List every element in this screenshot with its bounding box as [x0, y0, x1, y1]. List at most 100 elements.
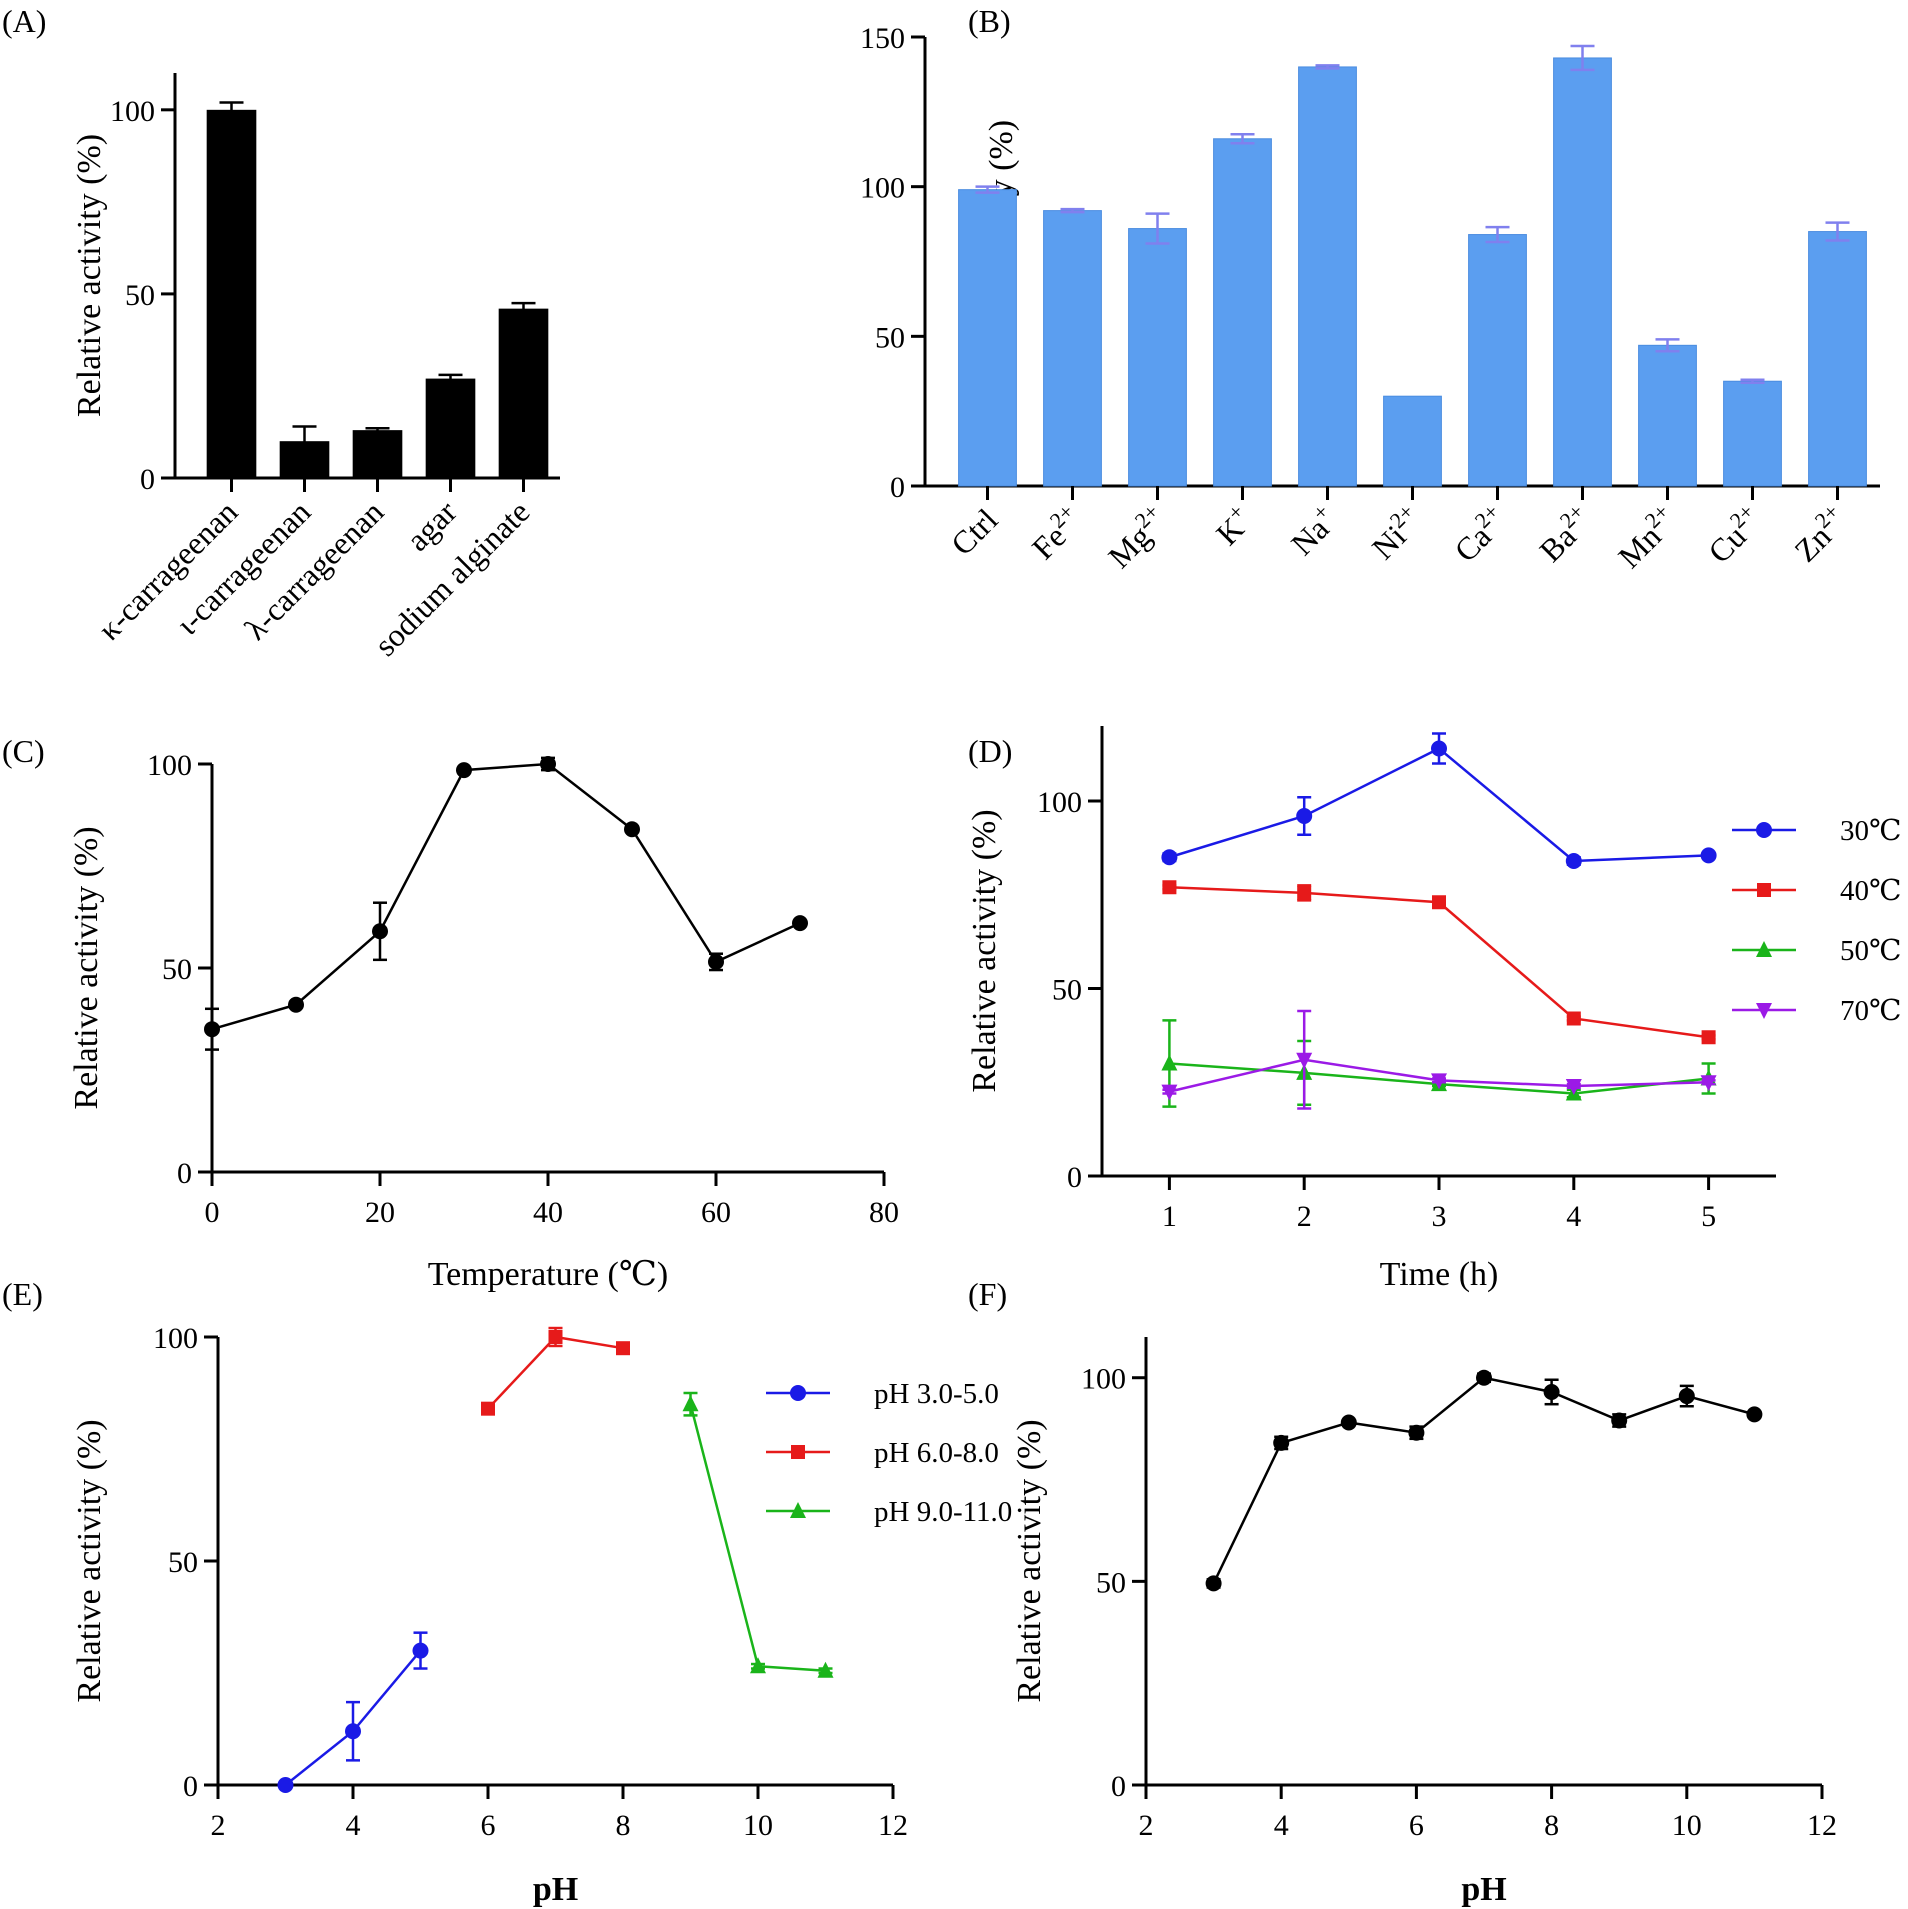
- x-tick-label: 3: [1432, 1200, 1447, 1233]
- data-point: [616, 1341, 630, 1356]
- x-tick-label: 12: [1807, 1809, 1837, 1842]
- x-axis-label: Time (h): [1380, 1256, 1499, 1293]
- legend-marker: [790, 1502, 806, 1518]
- series-line: [1212, 1376, 1755, 1584]
- data-point: [1205, 1575, 1222, 1592]
- x-tick-label: 2: [1139, 1809, 1154, 1842]
- data-point: [1273, 1434, 1290, 1451]
- x-tick-label: 4: [1566, 1200, 1581, 1233]
- bar: [1298, 66, 1357, 487]
- data-point: [1700, 1075, 1717, 1092]
- series-4: [1161, 1009, 1717, 1110]
- series-line: [211, 762, 801, 1031]
- x-tick-label: 4: [1274, 1809, 1289, 1842]
- y-tick-label: 50: [162, 953, 192, 986]
- legend: 30℃ 40℃ 50℃ 70℃: [1732, 815, 1901, 1027]
- data-point: [708, 953, 724, 970]
- y-tick-label: 150: [860, 22, 905, 55]
- chart-panel-5: (E) 0 50 100 Relative activity (%) 2 4 6 8 10 12 pH…: [2, 1276, 1012, 1908]
- x-tick-label: 2: [211, 1809, 226, 1842]
- series-1: [204, 756, 808, 1051]
- legend-marker: [1756, 941, 1772, 957]
- series-2: [1162, 880, 1716, 1045]
- bar: [206, 109, 257, 479]
- y-tick-label: 0: [183, 1770, 198, 1803]
- panel-label: (C): [2, 733, 45, 769]
- series-1: [1161, 732, 1717, 869]
- data-point: [1340, 1414, 1357, 1431]
- y-tick-label: 50: [168, 1546, 198, 1579]
- data-point: [1161, 1084, 1178, 1101]
- data-point: [345, 1723, 361, 1740]
- legend: pH 3.0-5.0 pH 6.0-8.0 pH 9.0-11.0: [766, 1378, 1012, 1528]
- data-point: [456, 762, 472, 779]
- x-tick-label: 5: [1701, 1200, 1716, 1233]
- x-tick-label: 8: [616, 1809, 631, 1842]
- series-line: [1169, 886, 1709, 1039]
- data-point: [817, 1661, 834, 1678]
- legend-label: pH 3.0-5.0: [874, 1378, 999, 1410]
- x-tick-label: 8: [1544, 1809, 1559, 1842]
- panel-label: (A): [2, 3, 46, 39]
- category-label: K+: [1206, 499, 1259, 552]
- series-3: [682, 1391, 834, 1678]
- data-point: [1431, 1073, 1447, 1090]
- y-tick-label: 100: [147, 749, 192, 782]
- data-point: [540, 756, 556, 772]
- chart-panel-4: (D) 0 50 100 Relative activity (%) 1 2 3 4 5 Time …: [966, 726, 1901, 1293]
- y-tick-label: 100: [1081, 1363, 1126, 1396]
- y-tick-label: 50: [125, 279, 155, 312]
- data-point: [1432, 895, 1446, 910]
- category-label: Ctrl: [944, 501, 1005, 562]
- data-point: [1296, 1052, 1313, 1069]
- data-point: [372, 923, 388, 940]
- data-point: [548, 1330, 563, 1344]
- x-tick-label: 4: [346, 1809, 361, 1842]
- x-tick-label: 20: [365, 1196, 395, 1229]
- series-line: [1169, 747, 1709, 863]
- bar: [1383, 395, 1442, 487]
- bar: [425, 378, 476, 478]
- x-tick-label: 6: [1409, 1809, 1424, 1842]
- y-tick-label: 0: [890, 471, 905, 504]
- y-axis-label: Relative activity (%): [1011, 1419, 1048, 1702]
- data-point: [1476, 1369, 1492, 1386]
- category-label: Mg2+: [1098, 499, 1174, 575]
- data-point: [792, 915, 808, 932]
- category-label: Fe2+: [1022, 499, 1089, 566]
- y-tick-label: 0: [1067, 1161, 1082, 1194]
- y-axis-label: Relative activity (%): [71, 134, 108, 417]
- bar: [1723, 380, 1782, 487]
- data-point: [682, 1395, 699, 1412]
- bar: [1043, 210, 1102, 487]
- data-point: [1746, 1406, 1763, 1423]
- x-axis-label: Temperature (℃): [428, 1256, 668, 1293]
- y-tick-label: 100: [1037, 786, 1082, 819]
- bar: [1638, 344, 1697, 487]
- data-point: [624, 821, 640, 838]
- chart-panel-6: (F) 0 50 100 Relative activity (%) 2 4 6 8 10 12 pH: [968, 1276, 1837, 1908]
- bar: [1213, 138, 1272, 487]
- x-tick-label: 0: [205, 1196, 220, 1229]
- bar: [1808, 231, 1867, 487]
- category-label: Zn2+: [1784, 499, 1854, 569]
- legend-label: 40℃: [1840, 875, 1901, 907]
- data-point: [1296, 808, 1313, 824]
- data-point: [1408, 1424, 1425, 1441]
- legend-label: pH 6.0-8.0: [874, 1437, 999, 1469]
- bar: [498, 308, 549, 478]
- bar: [958, 189, 1017, 487]
- data-point: [750, 1657, 766, 1674]
- x-tick-label: 40: [533, 1196, 563, 1229]
- category-base: Ctrl: [944, 501, 1005, 562]
- category-label: Na+: [1281, 499, 1344, 562]
- data-point: [1678, 1388, 1695, 1405]
- legend-label: 50℃: [1840, 935, 1901, 967]
- y-tick-label: 50: [875, 321, 905, 354]
- data-point: [1431, 740, 1447, 757]
- x-tick-label: 1: [1162, 1200, 1177, 1233]
- category-label: Cu2+: [1698, 499, 1769, 570]
- x-tick-label: 60: [701, 1196, 731, 1229]
